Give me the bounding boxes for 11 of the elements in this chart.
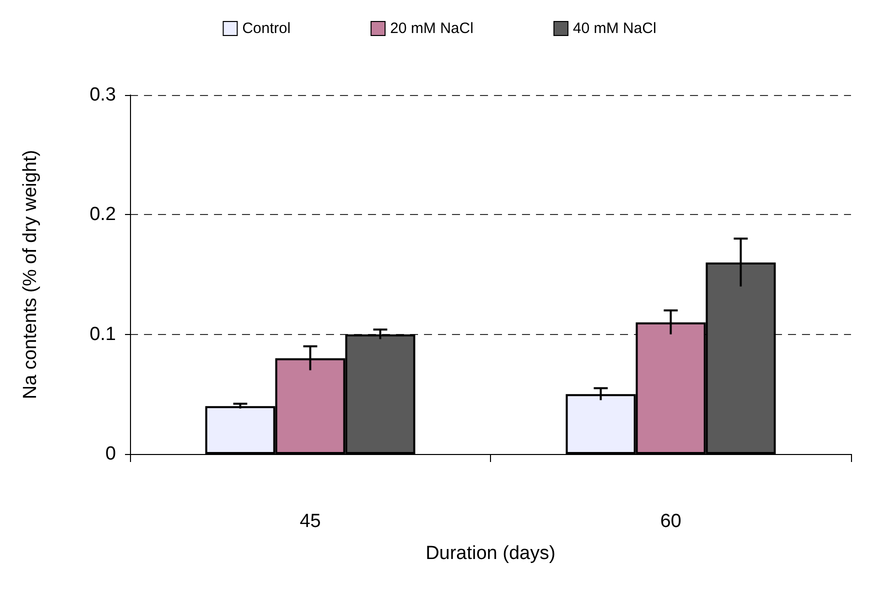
y-tick-label: 0.1 [90, 324, 116, 345]
legend-label: 40 mM NaCl [572, 20, 656, 37]
x-tick-label: 45 [300, 511, 321, 532]
y-tick-label: 0.2 [90, 204, 116, 226]
y-axis-title: Na contents (% of dry weight) [20, 150, 41, 400]
y-tick-label: 0 [105, 444, 116, 464]
legend-label: Control [242, 20, 291, 37]
x-tick-label: 60 [660, 511, 682, 532]
legend-label: 20 mM NaCl [390, 20, 474, 37]
y-tick-label: 0.3 [90, 84, 116, 106]
x-axis-title: Duration (days) [426, 543, 556, 564]
